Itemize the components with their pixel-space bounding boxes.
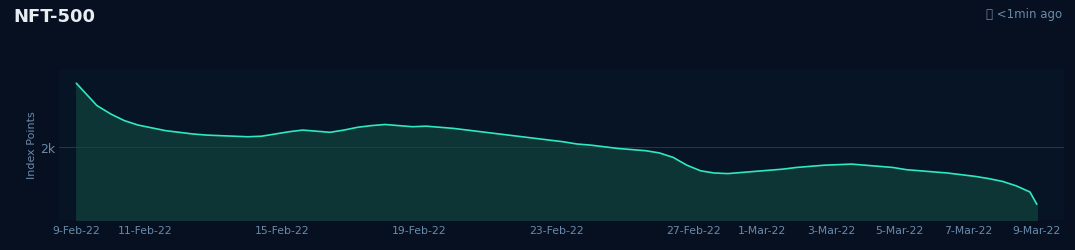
Y-axis label: Index Points: Index Points <box>27 111 37 179</box>
Text: NFT-500: NFT-500 <box>13 8 95 26</box>
Text: ⏳ <1min ago: ⏳ <1min ago <box>986 8 1062 20</box>
